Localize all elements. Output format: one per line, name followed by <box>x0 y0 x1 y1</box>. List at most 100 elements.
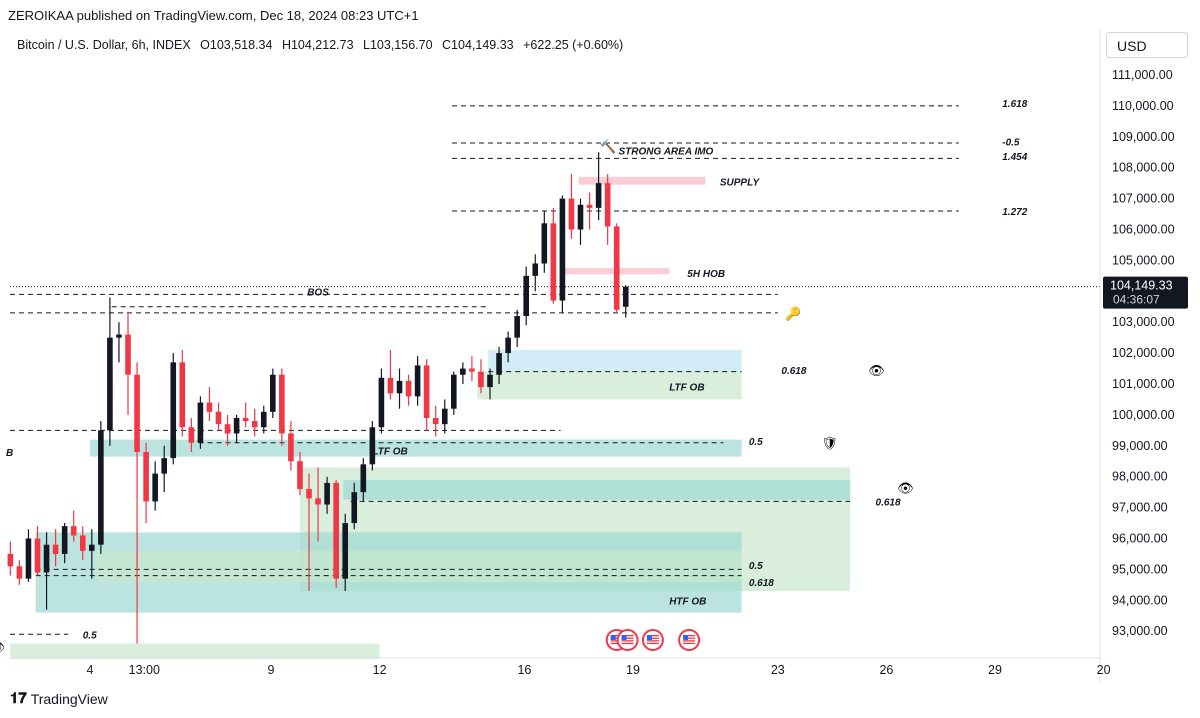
price-tick-label[interactable]: 94,000.00 <box>1112 593 1168 607</box>
candle-down <box>215 411 222 425</box>
candle-up <box>324 482 330 505</box>
price-tick-label[interactable]: 101,000.00 <box>1112 377 1175 391</box>
annotation-label: 5H HOB <box>687 269 725 280</box>
price-tick-label[interactable]: 110,000.00 <box>1112 99 1174 113</box>
publisher-header: ZEROIKAA published on TradingView.com, D… <box>8 8 419 23</box>
candle-down <box>179 362 186 428</box>
price-tick-label[interactable]: 102,000.00 <box>1112 346 1175 360</box>
candle-down <box>143 451 149 502</box>
last-price-value: 104,149.33 <box>1110 279 1173 293</box>
flag-stripe <box>621 635 634 637</box>
flag-stripe <box>610 637 623 639</box>
flag-stripe <box>683 642 696 645</box>
levels-layer: 1.618 -0.5 1.454 1.272 0.618 0.5 0.618 0.5 0.618… <box>10 99 1100 641</box>
candle-up <box>260 411 267 428</box>
price-tick-label[interactable]: 100,000.00 <box>1112 408 1175 422</box>
zone-teal-zone <box>343 479 851 500</box>
price-tick-label[interactable]: 106,000.00 <box>1112 223 1175 237</box>
zone-pink-zone <box>578 176 706 185</box>
candle-up <box>496 353 502 375</box>
price-tick-label[interactable]: 107,000.00 <box>1112 192 1175 206</box>
flag-bg <box>621 635 634 645</box>
eye-icon: 👁 <box>897 482 914 497</box>
candle-up <box>414 365 421 397</box>
flag-canton <box>610 635 616 640</box>
ohlc-low: L103,156.70 <box>363 38 433 52</box>
flag-stripe <box>621 640 634 642</box>
candle-up <box>532 263 539 276</box>
annotation-label: LTF OB <box>669 382 704 393</box>
time-tick-label[interactable]: 9 <box>268 663 275 677</box>
price-tick-label[interactable]: 105,000.00 <box>1112 253 1175 267</box>
candle-up <box>541 223 548 264</box>
candle-down <box>7 553 14 567</box>
candle-down <box>242 417 249 422</box>
candle-down <box>52 544 59 554</box>
price-tick-label[interactable]: 93,000.00 <box>1112 624 1168 638</box>
flag-stripe <box>621 642 634 645</box>
time-tick-label[interactable]: 26 <box>879 663 893 677</box>
price-tick-label[interactable]: 99,000.00 <box>1112 439 1168 453</box>
currency-button[interactable]: USD <box>1106 32 1188 58</box>
annotations-layer: BOS STRONG AREA IMO SUPPLY 5H HOB LTF OB LTF … <box>0 139 914 656</box>
candle-down <box>297 461 303 490</box>
time-tick-label[interactable]: 16 <box>517 663 531 677</box>
candle-up <box>161 458 168 474</box>
price-tick-label[interactable]: 95,000.00 <box>1112 562 1168 576</box>
symbol-name[interactable]: Bitcoin / U.S. Dollar, 6h, INDEX <box>17 38 191 52</box>
annotation-label: STRONG AREA IMO <box>619 147 714 158</box>
candle-down <box>224 424 231 434</box>
time-tick-label[interactable]: 20 <box>1097 663 1111 677</box>
candle-up <box>170 362 177 459</box>
bar-countdown: 04:36:07 <box>1113 293 1160 307</box>
price-axis[interactable]: 111,000.00 110,000.00 109,000.00 108,000.00… <box>1099 30 1175 683</box>
ohlc-open: O103,518.34 <box>200 38 273 52</box>
footer-brand[interactable]: 𝟏𝟕 TradingView <box>10 690 108 707</box>
candle-up <box>559 198 566 301</box>
price-tick-label[interactable]: 111,000.00 <box>1112 68 1173 82</box>
flag-stripe <box>683 640 696 642</box>
fib-level-label: 1.272 <box>1002 207 1027 218</box>
candle-up <box>116 334 122 338</box>
ohlc-change: +622.25 (+0.60%) <box>523 38 624 52</box>
time-tick-label[interactable]: 13:00 <box>129 663 160 677</box>
flag-canton <box>621 635 627 640</box>
candle-up <box>342 523 349 579</box>
candle-up <box>61 526 68 554</box>
zone-green-zone <box>10 643 380 660</box>
time-tick-label[interactable]: 29 <box>988 663 1002 677</box>
price-tick-label[interactable]: 103,000.00 <box>1112 315 1175 329</box>
candle-down <box>604 183 611 227</box>
price-tick-label[interactable]: 96,000.00 <box>1112 532 1168 546</box>
eye-icon: 👁 <box>868 364 885 379</box>
candle-up <box>378 377 385 428</box>
price-tick-label[interactable]: 108,000.00 <box>1112 161 1175 175</box>
candle-up <box>233 417 240 434</box>
price-tick-label[interactable]: 98,000.00 <box>1112 470 1168 484</box>
time-tick-label[interactable]: 19 <box>626 663 640 677</box>
candle-down <box>586 204 593 208</box>
candle-up <box>622 286 629 307</box>
price-tick-label[interactable]: 109,000.00 <box>1112 130 1175 144</box>
candle-up <box>351 492 358 524</box>
candle-up <box>43 544 50 573</box>
fib-level-label: 0.618 <box>876 497 901 508</box>
price-tick-label[interactable]: 97,000.00 <box>1112 501 1168 515</box>
fib-level-label: 0.5 <box>749 437 763 448</box>
candle-up <box>514 316 520 338</box>
hammer-icon: 🔨 <box>600 139 616 155</box>
fib-level-label: 1.618 <box>1002 99 1027 110</box>
time-tick-label[interactable]: 12 <box>373 663 387 677</box>
fib-level-label: 0.618 <box>781 366 806 377</box>
zone-green-zone <box>477 371 742 400</box>
time-axis[interactable]: 4 13:00 9 12 16 19 23 26 29 20 <box>10 657 1111 677</box>
candle-down <box>134 374 140 452</box>
time-tick-label[interactable]: 4 <box>87 663 94 677</box>
edge-label: B <box>6 448 13 459</box>
us-flag-event-icon <box>616 629 639 651</box>
candle-down <box>288 433 294 462</box>
flag-stripe <box>646 637 659 639</box>
time-tick-label[interactable]: 23 <box>771 663 785 677</box>
